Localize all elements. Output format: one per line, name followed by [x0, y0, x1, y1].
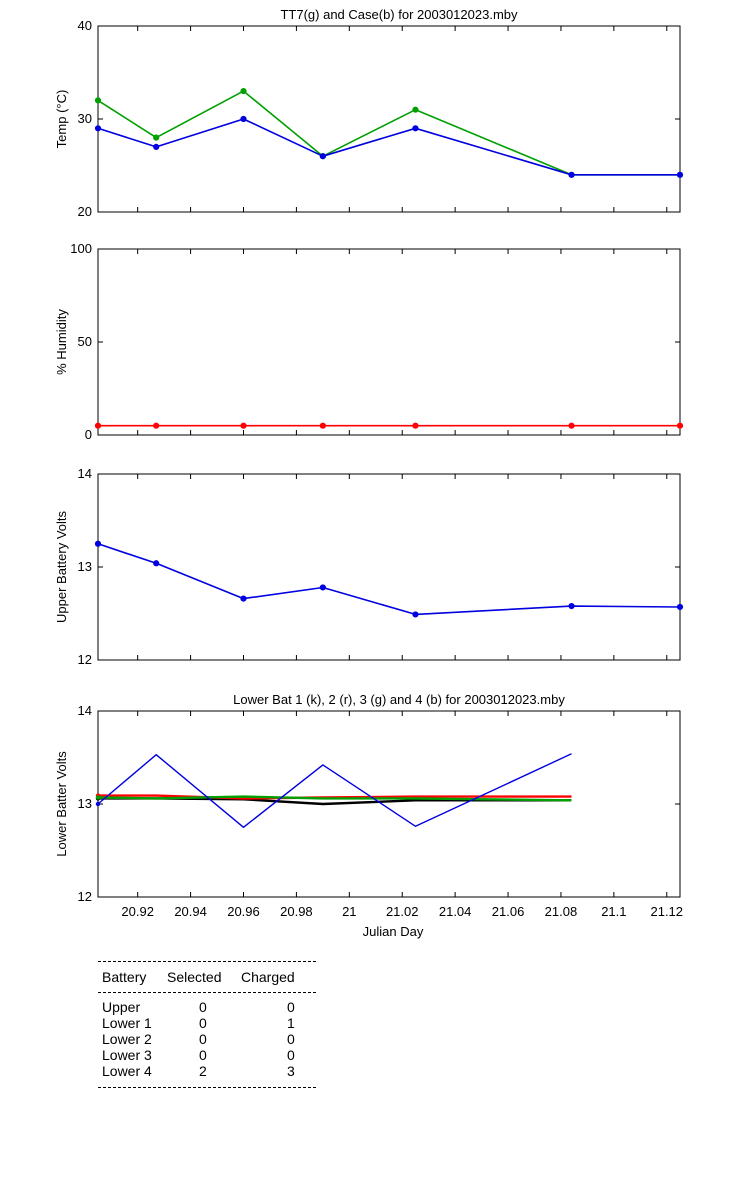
- row-battery: Lower 1: [102, 1015, 152, 1031]
- charts-area: 20 30 40 TT7(g) and Case(b) for 2003012023.…: [54, 7, 684, 939]
- y-tick-label: 20: [78, 204, 92, 219]
- data-point: [240, 115, 247, 123]
- x-tick-label: 21.12: [650, 904, 683, 919]
- data-point: [568, 602, 575, 610]
- header-charged: Charged: [241, 969, 295, 985]
- series-line: [97, 543, 681, 616]
- row-battery: Lower 4: [102, 1063, 152, 1079]
- table-bottom-rule: [98, 1087, 316, 1088]
- data-point: [240, 595, 247, 602]
- row-charged: 0: [287, 1031, 295, 1047]
- data-point: [412, 125, 419, 132]
- y-tick-label: 50: [78, 334, 92, 349]
- data-point: [153, 143, 160, 150]
- table-header-rule: [98, 992, 316, 993]
- table-row: Lower 4 2 3: [98, 1063, 318, 1079]
- x-tick-label: 21.02: [386, 904, 419, 919]
- table-header-row: Battery Selected Charged: [98, 962, 318, 992]
- header-selected: Selected: [167, 969, 222, 985]
- plot-frame: [97, 710, 681, 898]
- data-point: [676, 422, 684, 429]
- plot-frame: [97, 248, 681, 436]
- data-point: [568, 422, 575, 429]
- x-tick-label: 20.98: [280, 904, 313, 919]
- row-charged: 3: [287, 1063, 295, 1079]
- table-row: Upper 0 0: [98, 999, 318, 1015]
- y-tick-label: 40: [78, 18, 92, 33]
- row-charged: 1: [287, 1015, 295, 1031]
- x-tick-label: 20.94: [174, 904, 207, 919]
- series-line: [97, 90, 680, 176]
- y-tick-label: 100: [70, 241, 92, 256]
- data-point: [94, 422, 102, 429]
- y-tick-label: 12: [78, 889, 92, 904]
- data-point: [153, 560, 160, 567]
- y-axis-label: Upper Battery Volts: [54, 511, 69, 623]
- series-line: [97, 795, 572, 802]
- row-battery: Lower 2: [102, 1031, 152, 1047]
- x-tick-label: 21: [342, 904, 356, 919]
- y-tick-label: 13: [78, 796, 92, 811]
- data-point: [95, 801, 101, 807]
- data-point: [412, 611, 419, 618]
- y-tick-label: 14: [78, 466, 92, 481]
- data-point: [319, 584, 326, 591]
- data-point: [319, 153, 326, 160]
- header-battery: Battery: [102, 969, 147, 985]
- data-point: [319, 422, 326, 429]
- chart-title: TT7(g) and Case(b) for 2003012023.mby: [280, 7, 518, 22]
- row-charged: 0: [287, 999, 295, 1015]
- plot-frame: [97, 473, 681, 661]
- table-body: Upper 0 0 Lower 1 0 1 Lower 2 0 0 Lower …: [98, 993, 318, 1087]
- x-tick-label: 21.06: [492, 904, 525, 919]
- y-axis-label: % Humidity: [54, 309, 69, 375]
- x-tick-label: 21.08: [545, 904, 578, 919]
- chart-title: Lower Bat 1 (k), 2 (r), 3 (g) and 4 (b) …: [233, 692, 565, 707]
- y-tick-label: 0: [85, 427, 92, 442]
- data-point: [94, 97, 102, 104]
- table-row: Lower 1 0 1: [98, 1015, 318, 1031]
- x-tick-label: 20.96: [227, 904, 260, 919]
- plot-frame: [97, 25, 681, 213]
- data-point: [95, 795, 101, 800]
- row-battery: Lower 3: [102, 1047, 152, 1063]
- data-point: [94, 540, 102, 547]
- series-line: [97, 753, 572, 828]
- x-tick-label: 20.92: [121, 904, 154, 919]
- row-selected: 2: [199, 1063, 207, 1079]
- y-tick-label: 14: [78, 703, 92, 718]
- row-selected: 0: [199, 1015, 207, 1031]
- x-tick-label: 21.04: [439, 904, 472, 919]
- table-row: Lower 2 0 0: [98, 1031, 318, 1047]
- data-point: [676, 603, 684, 611]
- y-tick-label: 13: [78, 559, 92, 574]
- data-point: [240, 88, 247, 95]
- row-selected: 0: [199, 1031, 207, 1047]
- data-point: [153, 134, 160, 141]
- data-point: [94, 125, 102, 132]
- table-top-rule: [98, 961, 316, 962]
- row-selected: 0: [199, 999, 207, 1015]
- x-axis-label: Julian Day: [363, 924, 424, 939]
- row-battery: Upper: [102, 999, 141, 1015]
- row-selected: 0: [199, 1047, 207, 1063]
- x-tick-label: 21.1: [601, 904, 626, 919]
- y-tick-label: 12: [78, 652, 92, 667]
- data-point: [412, 106, 419, 113]
- table-row: Lower 3 0 0: [98, 1047, 318, 1063]
- data-point: [568, 171, 575, 178]
- row-charged: 0: [287, 1047, 295, 1063]
- data-point: [412, 422, 419, 429]
- y-axis-label: Lower Batter Volts: [54, 751, 69, 857]
- y-tick-label: 30: [78, 111, 92, 126]
- data-point: [676, 171, 684, 178]
- y-axis-label: Temp (°C): [54, 90, 69, 149]
- series-line: [97, 118, 680, 176]
- data-point: [240, 422, 247, 429]
- battery-table: Battery Selected Charged Upper 0 0 Lower…: [98, 961, 318, 1088]
- data-point: [153, 422, 160, 429]
